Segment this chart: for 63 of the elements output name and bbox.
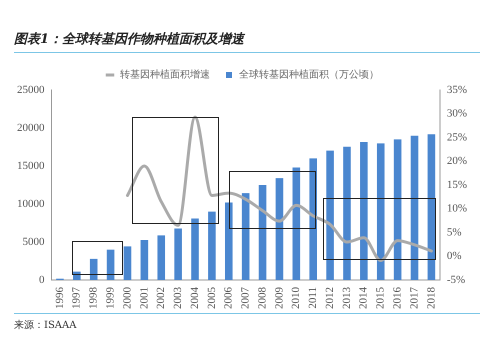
y-tick-label: 0 [39, 274, 45, 286]
bar [326, 150, 334, 280]
source-note: 来源：ISAAA [14, 318, 76, 332]
bar [90, 258, 98, 280]
bar [343, 146, 351, 280]
bar [208, 212, 216, 280]
x-tick-label: 2013 [340, 286, 353, 309]
x-tick-label: 2010 [290, 286, 302, 309]
x-tick-label: 2011 [307, 287, 320, 309]
x-tick-label: 2017 [408, 286, 420, 309]
x-tick-label: 2012 [324, 287, 336, 309]
bar [428, 134, 436, 280]
x-tick-label: 2006 [222, 286, 235, 309]
x-tick-label: 2005 [206, 286, 218, 309]
x-tick-label: 1998 [88, 286, 100, 309]
y2-tick-label: 10% [446, 202, 468, 215]
x-tick-label: 2000 [121, 286, 134, 309]
x-tick-label: 1997 [70, 286, 83, 309]
bar [410, 136, 418, 280]
y2-tick-label: 5% [446, 226, 462, 238]
bar [106, 250, 114, 280]
bar [174, 228, 182, 280]
bar [258, 185, 266, 280]
x-tick-label: 2018 [425, 286, 438, 309]
x-tick-label: 2015 [374, 286, 387, 309]
line-series [126, 116, 433, 262]
bar [292, 168, 300, 280]
chart-title: 图表1：全球转基因作物种植面积及增速 [14, 31, 244, 48]
bar [124, 246, 132, 280]
y2-tick-label: 20% [446, 155, 468, 168]
legend-label: 全球转基因种植面积（万公顷） [239, 68, 379, 81]
y-tick-label: 10000 [17, 198, 45, 210]
bar [376, 143, 385, 280]
y2-tick-label: 15% [446, 178, 468, 191]
x-tick-label: 2003 [172, 286, 184, 309]
y-tick-label: 25000 [17, 84, 45, 96]
x-tick-label: 2008 [256, 286, 268, 309]
x-tick-label: 2014 [358, 286, 370, 309]
y2-tick-label: 30% [446, 108, 468, 120]
bar [242, 193, 250, 280]
legend-label: 转基因种植面积增速 [120, 68, 210, 81]
x-tick-label: 2007 [240, 286, 252, 309]
bar [360, 142, 368, 280]
x-tick-label: 2004 [188, 286, 201, 309]
x-tick-label: 2016 [392, 286, 404, 309]
x-tick-label: 2001 [138, 287, 150, 309]
y2-tick-label: 0% [446, 250, 462, 262]
x-tick-label: 2009 [273, 286, 286, 309]
bar [276, 178, 284, 280]
bar [140, 240, 148, 280]
y2-tick-label: 25% [446, 131, 468, 144]
y2-tick-label: -5% [446, 274, 466, 286]
y2-tick-label: 35% [446, 84, 468, 96]
y-tick-label: 20000 [17, 122, 45, 134]
x-tick-label: 1999 [104, 286, 116, 309]
x-tick-label: 1996 [54, 286, 66, 309]
bar [157, 235, 166, 280]
bar [191, 218, 199, 280]
y-tick-label: 15000 [17, 160, 45, 172]
y-tick-label: 5000 [22, 236, 45, 248]
bar [394, 139, 402, 280]
x-tick-label: 2002 [155, 287, 168, 309]
bar [224, 202, 233, 280]
